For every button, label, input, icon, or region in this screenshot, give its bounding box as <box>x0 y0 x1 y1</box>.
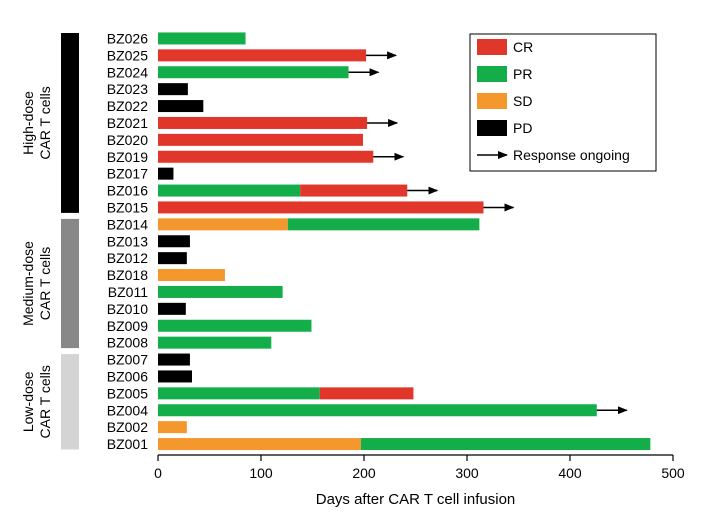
patient-label: BZ012 <box>107 250 148 266</box>
patient-label: BZ009 <box>107 318 148 334</box>
bar-bz017-pd <box>158 167 174 180</box>
bar-bz010-pd <box>158 302 186 315</box>
patient-label: BZ013 <box>107 233 148 249</box>
dose-group-label-line1: High-dose <box>20 91 36 155</box>
patient-label: BZ023 <box>107 81 148 97</box>
patient-label: BZ011 <box>108 284 148 300</box>
bar-bz020-cr <box>158 133 363 146</box>
legend-label-pr: PR <box>513 66 532 82</box>
x-axis: Days after CAR T cell infusion 0 100 200 30… <box>154 454 685 508</box>
bar-bz009-pr <box>158 319 312 332</box>
patient-label: BZ025 <box>107 47 148 63</box>
legend-swatch-sd <box>477 93 507 109</box>
patient-label: BZ005 <box>107 385 148 401</box>
bar-bz014-pr <box>287 218 480 231</box>
bar-bz008-pr <box>158 336 272 349</box>
patient-label: BZ010 <box>107 301 148 317</box>
legend-swatch-pd <box>477 120 507 136</box>
bar-bz021-cr <box>158 116 368 129</box>
bar-bz013-pd <box>158 235 190 248</box>
bar-bz026-pr <box>158 32 246 45</box>
bar-bz016-cr <box>300 184 408 197</box>
patient-label: BZ017 <box>107 166 148 182</box>
patient-label: BZ006 <box>107 368 148 384</box>
patient-label: BZ001 <box>107 436 148 452</box>
patient-labels-layer: BZ026BZ025BZ024BZ023BZ022BZ021BZ020BZ019… <box>107 30 148 452</box>
bar-bz016-pr <box>158 184 301 197</box>
bar-bz006-pd <box>158 370 192 383</box>
patient-label: BZ024 <box>107 64 148 80</box>
patient-label: BZ026 <box>107 30 148 46</box>
dose-group-bar <box>61 218 79 349</box>
x-tick-label: 0 <box>154 465 162 481</box>
patient-label: BZ021 <box>107 115 148 131</box>
bar-bz014-sd <box>158 218 288 231</box>
legend-label-pd: PD <box>513 120 532 136</box>
bar-bz005-pr <box>158 387 320 400</box>
bar-bz019-cr <box>158 150 374 163</box>
dose-group-label-line1: Low-dose <box>20 371 36 432</box>
patient-label: BZ007 <box>107 352 148 368</box>
patient-label: BZ015 <box>107 199 148 215</box>
bar-bz025-cr <box>158 49 367 62</box>
bar-bz001-sd <box>158 438 361 451</box>
legend-label-sd: SD <box>513 93 532 109</box>
bar-bz015-cr <box>158 201 484 214</box>
x-tick-label: 400 <box>558 465 582 481</box>
patient-label: BZ004 <box>107 402 148 418</box>
legend-label-arrow: Response ongoing <box>513 147 630 163</box>
bar-bz024-pr <box>158 66 349 79</box>
legend-swatch-pr <box>477 66 507 82</box>
bar-bz023-pd <box>158 83 188 96</box>
x-tick-label: 300 <box>455 465 479 481</box>
bar-bz004-pr <box>158 404 597 417</box>
dose-group-bar <box>61 33 79 213</box>
legend: CR PR SD PD Response ongoing <box>469 33 657 172</box>
legend-label-cr: CR <box>513 39 533 55</box>
patient-label: BZ020 <box>107 132 148 148</box>
bar-bz012-pd <box>158 252 187 265</box>
bar-bz005-cr <box>319 387 414 400</box>
patient-label: BZ008 <box>107 335 148 351</box>
patient-label: BZ014 <box>107 216 148 232</box>
bars-layer <box>158 32 651 451</box>
patient-label: BZ002 <box>107 419 148 435</box>
patient-label: BZ018 <box>107 267 148 283</box>
bar-bz007-pd <box>158 353 190 366</box>
dose-group-bar <box>61 354 79 450</box>
dose-group-label-line1: Medium-dose <box>20 241 36 326</box>
patient-label: BZ022 <box>107 98 148 114</box>
x-tick-label: 200 <box>352 465 376 481</box>
bar-bz018-sd <box>158 269 225 282</box>
x-tick-label: 500 <box>661 465 685 481</box>
bar-bz011-pr <box>158 285 283 298</box>
dose-group-label-line2: CAR T cells <box>37 247 53 320</box>
patient-label: BZ016 <box>107 183 148 199</box>
x-tick-label: 100 <box>249 465 273 481</box>
bar-bz002-sd <box>158 421 187 434</box>
dose-group-label-line2: CAR T cells <box>37 365 53 438</box>
legend-swatch-cr <box>477 39 507 55</box>
dose-group-label-line2: CAR T cells <box>37 86 53 159</box>
patient-label: BZ019 <box>107 149 148 165</box>
x-axis-title: Days after CAR T cell infusion <box>316 491 516 508</box>
bar-bz001-pr <box>360 438 651 451</box>
bar-bz022-pd <box>158 100 204 113</box>
